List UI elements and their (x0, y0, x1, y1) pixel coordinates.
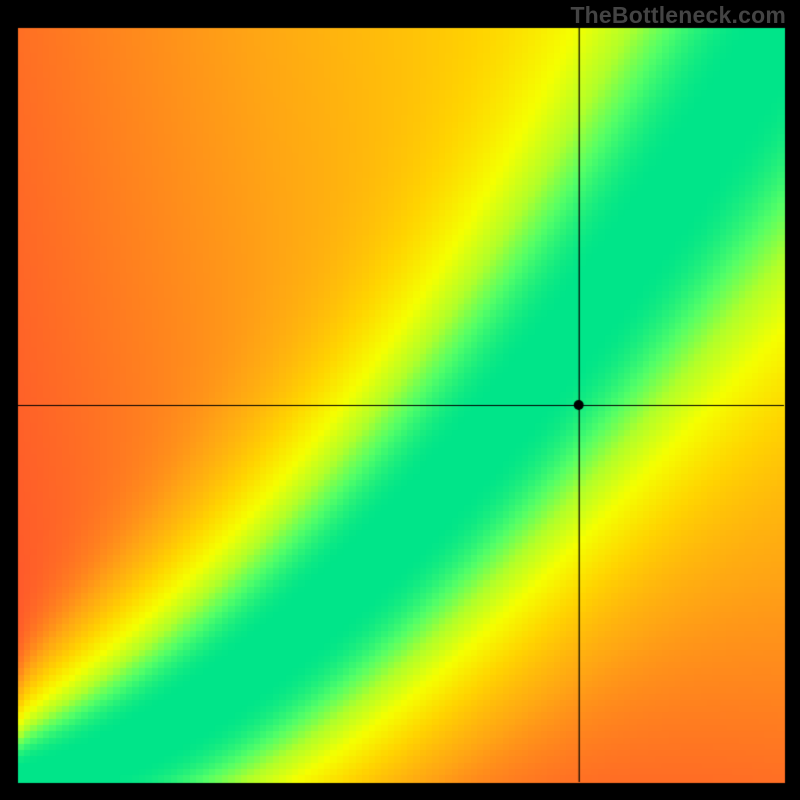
watermark-text: TheBottleneck.com (570, 2, 786, 29)
chart-frame: TheBottleneck.com (0, 0, 800, 800)
heatmap-canvas (0, 0, 800, 800)
